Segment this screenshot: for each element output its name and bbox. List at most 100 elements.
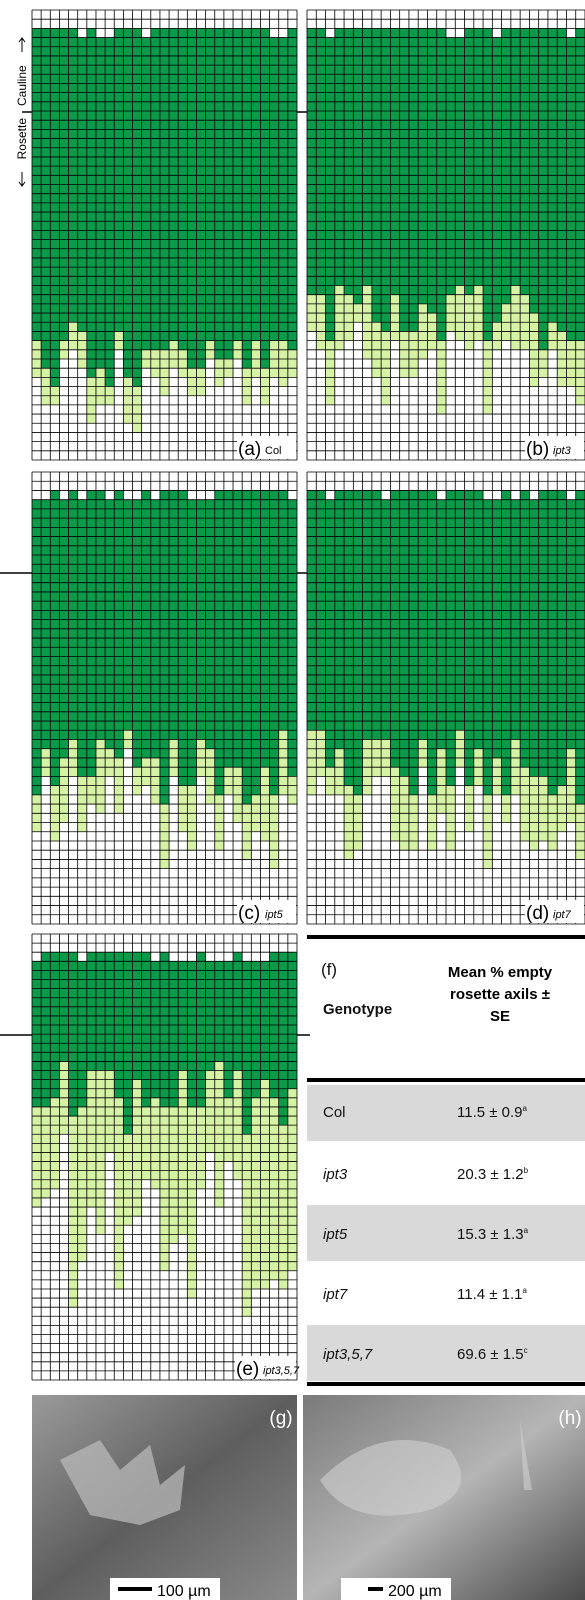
light-cells — [41, 749, 50, 777]
dark-cells — [539, 490, 548, 776]
light-cells — [206, 1071, 215, 1153]
light-cells — [326, 767, 335, 795]
light-cells — [437, 749, 446, 814]
dark-cells — [427, 490, 436, 794]
mean-value: 11.5 ± 0.9a — [457, 1104, 527, 1121]
table-label: (f) — [321, 960, 337, 980]
dark-cells — [539, 28, 548, 349]
dark-cells — [427, 28, 436, 313]
dark-cells — [169, 490, 178, 739]
light-cells — [326, 341, 335, 405]
light-cells — [279, 730, 288, 795]
dark-cells — [151, 28, 160, 349]
dark-cells — [142, 490, 151, 758]
value: 15.3 ± 1.3 — [457, 1226, 524, 1243]
light-cells — [400, 331, 409, 377]
scale-label: 200 µm — [388, 1583, 442, 1600]
dark-cells — [270, 38, 279, 341]
light-cells — [78, 1107, 87, 1262]
dark-cells — [409, 28, 418, 331]
panel-name: ipt3 — [553, 445, 572, 457]
dark-cells — [363, 490, 372, 739]
light-cells — [105, 1071, 114, 1153]
dark-cells — [381, 28, 390, 331]
light-cells — [492, 322, 501, 350]
dark-cells — [326, 500, 335, 768]
panel-letter: (e) — [236, 1359, 259, 1380]
light-cells — [32, 1107, 41, 1207]
dark-cells — [409, 490, 418, 794]
light-cells — [59, 758, 68, 823]
dark-cells — [390, 28, 399, 294]
dark-cells — [96, 952, 105, 1070]
table-rule — [307, 1382, 585, 1386]
light-cells — [511, 286, 520, 350]
light-cells — [133, 387, 142, 433]
dark-cells — [353, 490, 362, 794]
light-cells — [576, 341, 585, 405]
dark-cells — [133, 28, 142, 386]
group: a — [524, 1226, 528, 1235]
genotype: ipt7 — [323, 1286, 347, 1303]
dark-cells — [41, 500, 50, 749]
table-header: Mean % empty rosette axils ± SE — [440, 962, 560, 1028]
value: 69.6 ± 1.5 — [457, 1346, 524, 1363]
dark-cells — [465, 28, 474, 294]
dark-cells — [279, 38, 288, 341]
panel-name: ipt7 — [553, 909, 572, 921]
dark-cells — [326, 38, 335, 341]
light-cells — [288, 350, 297, 378]
light-cells — [335, 749, 344, 795]
panel-letter: (a) — [238, 439, 261, 460]
light-cells — [142, 758, 151, 786]
dark-cells — [87, 490, 96, 776]
table-row-bg — [307, 1205, 585, 1261]
dark-cells — [566, 500, 575, 749]
light-cells — [69, 322, 78, 350]
genotype: ipt3,5,7 — [323, 1346, 372, 1363]
dark-cells — [224, 961, 233, 1098]
light-cells — [566, 341, 575, 387]
light-cells — [178, 350, 187, 378]
light-cells — [288, 776, 297, 804]
dark-cells — [251, 961, 260, 1098]
dark-cells — [260, 28, 269, 368]
dark-cells — [400, 490, 409, 776]
dark-cells — [270, 490, 279, 794]
table-row-bg — [307, 1085, 585, 1141]
light-cells — [196, 368, 205, 396]
dark-cells — [437, 500, 446, 749]
dark-cells — [178, 28, 187, 349]
grid-panel: (a)Col — [32, 10, 297, 460]
dark-cells — [96, 490, 105, 739]
dark-cells — [187, 500, 196, 786]
dark-cells — [41, 28, 50, 368]
dark-cells — [142, 952, 151, 1107]
dark-cells — [196, 28, 205, 368]
dark-cells — [242, 28, 251, 368]
light-cells — [169, 1107, 178, 1244]
dark-cells — [279, 952, 288, 1125]
cauline-label: Cauline — [15, 65, 29, 106]
dark-cells — [251, 490, 260, 794]
grid-panel: (c)ipt5 — [32, 472, 297, 924]
light-cells — [548, 322, 557, 350]
mean-value: 11.4 ± 1.1a — [457, 1286, 527, 1303]
light-cells — [539, 776, 548, 841]
dark-cells — [502, 490, 511, 794]
dark-cells — [114, 490, 123, 758]
dark-cells — [196, 952, 205, 1107]
light-cells — [69, 1116, 78, 1307]
light-cells — [160, 350, 169, 396]
dark-cells — [548, 490, 557, 794]
grid-panel: (e)ipt3,5,7 — [32, 934, 300, 1380]
light-cells — [316, 730, 325, 776]
light-cells — [133, 767, 142, 795]
group: b — [524, 1166, 528, 1175]
table-header: Genotype — [323, 1001, 392, 1018]
mean-value: 69.6 ± 1.5c — [457, 1346, 528, 1363]
light-cells — [307, 730, 316, 795]
dark-cells — [288, 28, 297, 349]
light-cells — [151, 758, 160, 804]
dark-cells — [529, 28, 538, 313]
